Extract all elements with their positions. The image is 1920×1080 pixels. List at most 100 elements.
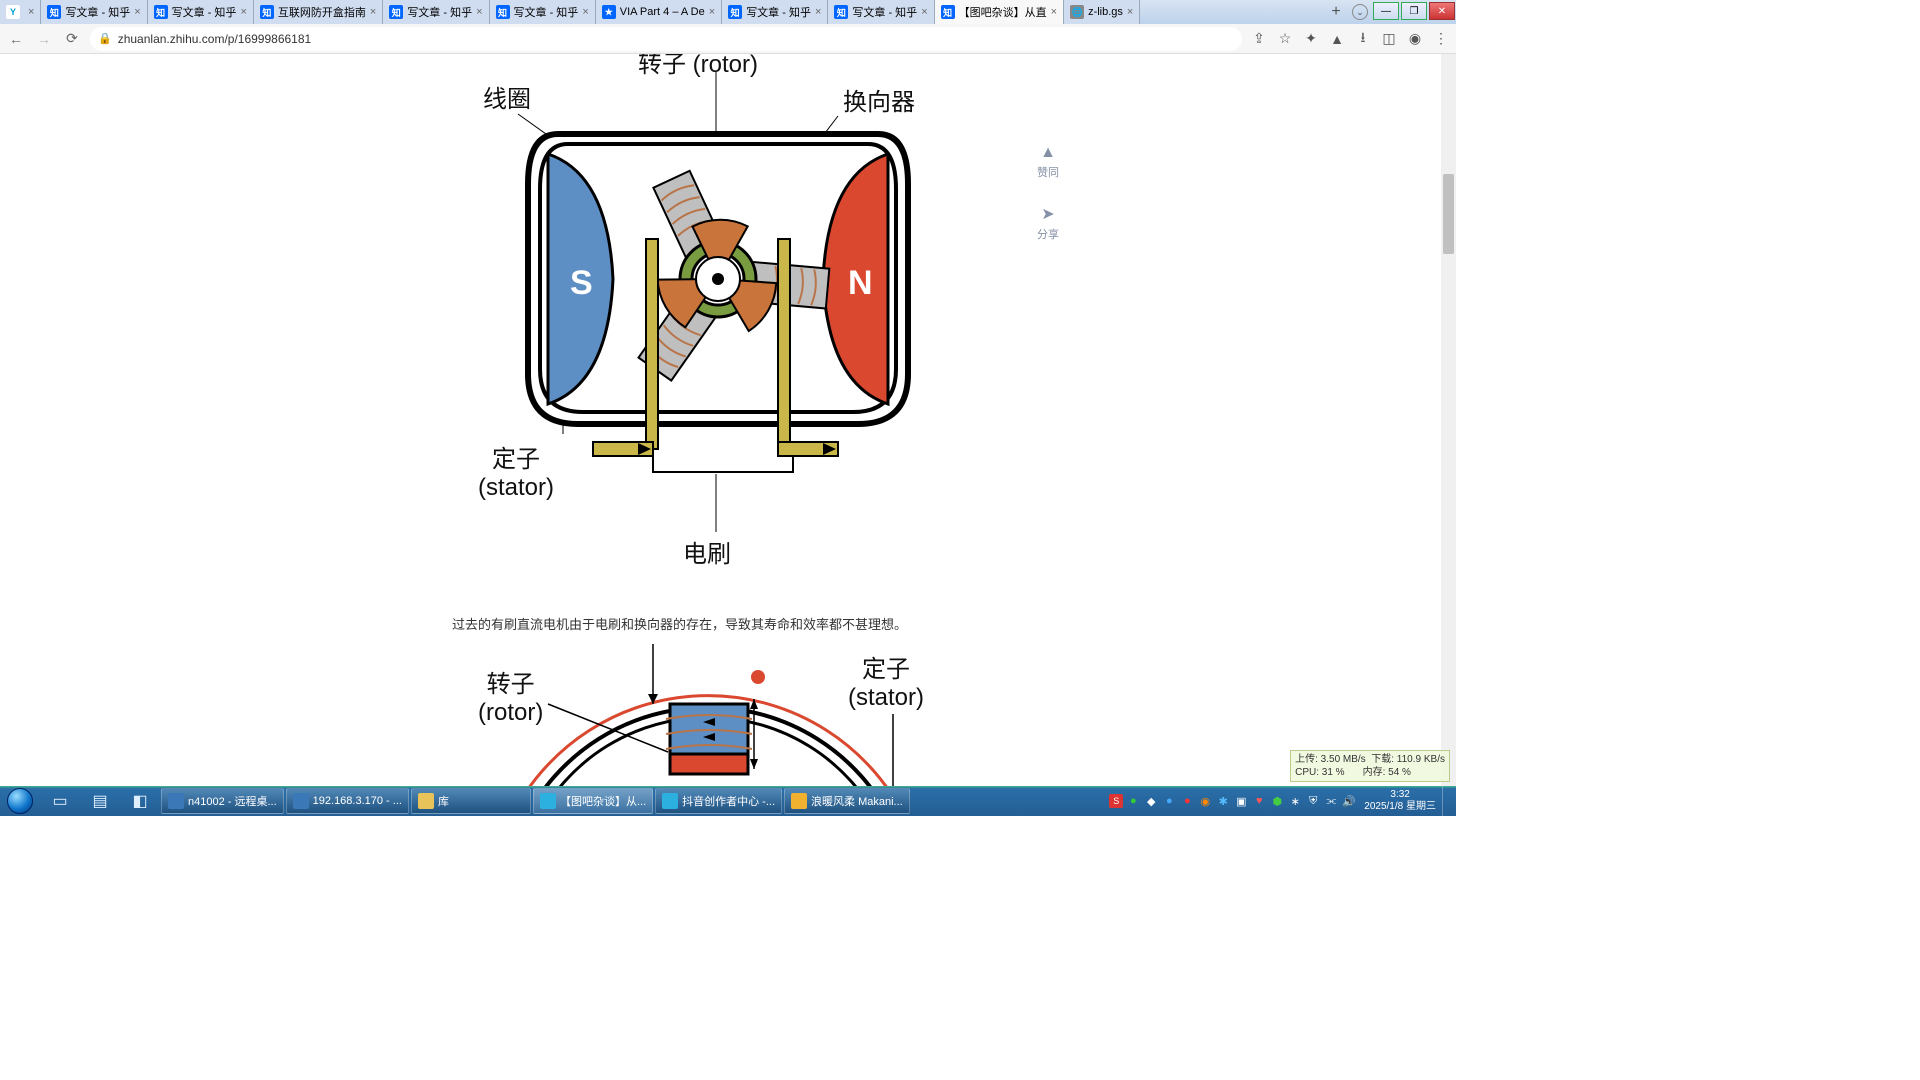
browser-tab[interactable]: Y× [0, 0, 41, 24]
tab-title: 【图吧杂谈】从直 [959, 4, 1047, 20]
tab-close-icon[interactable]: × [1051, 6, 1057, 18]
browser-tab[interactable]: ★ VIA Part 4 – A De × [596, 0, 722, 24]
tab-close-icon[interactable]: × [134, 6, 140, 18]
tab-close-icon[interactable]: × [370, 6, 376, 18]
minimize-button[interactable]: — [1373, 2, 1399, 20]
tab-close-icon[interactable]: × [28, 6, 34, 18]
label-brush: 电刷 [683, 534, 731, 569]
new-tab-button[interactable]: + [1324, 0, 1348, 24]
browser-tab[interactable]: 知【图吧杂谈】从直× [935, 0, 1064, 24]
task-icon [168, 793, 184, 809]
browser-tab[interactable]: 知写文章 - 知乎× [41, 0, 147, 24]
browser-tab[interactable]: 🌐z-lib.gs× [1064, 0, 1140, 24]
tray-app5-icon[interactable]: ✱ [1215, 793, 1231, 809]
tab-favicon: Y [6, 5, 20, 19]
taskbar-task[interactable]: 抖音创作者中心 -... [655, 788, 782, 814]
tray-app6-icon[interactable]: ▣ [1233, 793, 1249, 809]
tab-close-icon[interactable]: × [240, 6, 246, 18]
pinned-app-icon[interactable]: ◧ [120, 787, 160, 815]
n-pole-text: N [848, 264, 873, 302]
tab-favicon: 知 [728, 5, 742, 19]
tray-app8-icon[interactable]: ⬢ [1269, 793, 1285, 809]
tab-title: z-lib.gs [1088, 6, 1123, 18]
motor-diagram-2: 转子 (rotor) 定子 (stator) [448, 644, 1008, 786]
tab-favicon: 知 [389, 5, 403, 19]
page-content: ▲ 赞同 ➤ 分享 转子 (rotor) 线圈 换向器 定子 (stator) … [0, 54, 1456, 786]
extension-a-icon[interactable]: ▲ [1328, 30, 1346, 48]
sidepanel-icon[interactable]: ◫ [1380, 30, 1398, 48]
browser-tabs: Y×知写文章 - 知乎×知写文章 - 知乎×知互联网防开盒指南×知写文章 - 知… [0, 0, 1324, 24]
tray-app4-icon[interactable]: ◉ [1197, 793, 1213, 809]
scrollbar-thumb[interactable] [1443, 174, 1454, 254]
tray-app2-icon[interactable]: ● [1161, 793, 1177, 809]
forward-button[interactable]: → [34, 29, 54, 49]
pinned-explorer-icon[interactable]: ▭ [40, 787, 80, 815]
label-stator-2: 定子 (stator) [848, 649, 924, 712]
reload-button[interactable]: ⟳ [62, 29, 82, 49]
taskbar-task[interactable]: 【图吧杂谈】从... [533, 788, 653, 814]
tab-search-button[interactable]: ⌄ [1348, 0, 1372, 24]
tab-close-icon[interactable]: × [582, 6, 588, 18]
taskbar-task[interactable]: 浪暖风柔 Makani... [784, 788, 910, 814]
task-icon [791, 793, 807, 809]
tab-favicon: 知 [834, 5, 848, 19]
tab-title: 写文章 - 知乎 [65, 4, 130, 20]
tab-close-icon[interactable]: × [476, 6, 482, 18]
tab-close-icon[interactable]: × [921, 6, 927, 18]
tray-volume-icon[interactable]: 🔊 [1341, 793, 1357, 809]
browser-tab[interactable]: 知写文章 - 知乎× [383, 0, 489, 24]
taskbar-task[interactable]: 192.168.3.170 - ... [286, 788, 409, 814]
task-label: 【图吧杂谈】从... [560, 793, 646, 809]
motor-diagram-1: 转子 (rotor) 线圈 换向器 定子 (stator) 电刷 S [448, 54, 1008, 574]
tab-close-icon[interactable]: × [709, 6, 715, 18]
close-button[interactable]: ✕ [1429, 2, 1455, 20]
address-bar[interactable]: 🔒 zhuanlan.zhihu.com/p/16999866181 [90, 27, 1242, 51]
article-side-actions: ▲ 赞同 ➤ 分享 [1028, 144, 1068, 266]
tray-shield-icon[interactable]: ⛨ [1305, 793, 1321, 809]
tray-bluetooth-icon[interactable]: ∗ [1287, 793, 1303, 809]
tab-favicon: ★ [602, 5, 616, 19]
maximize-button[interactable]: ❐ [1401, 2, 1427, 20]
vertical-scrollbar[interactable] [1441, 54, 1456, 786]
browser-tab[interactable]: 知写文章 - 知乎× [490, 0, 596, 24]
label-commutator: 换向器 [843, 82, 915, 117]
tray-app7-icon[interactable]: ♥ [1251, 793, 1267, 809]
tab-title: 写文章 - 知乎 [172, 4, 237, 20]
start-button[interactable] [0, 786, 40, 816]
browser-tab[interactable]: 知互联网防开盒指南× [254, 0, 383, 24]
like-button[interactable]: ▲ 赞同 [1028, 144, 1068, 180]
tray-ime-icon[interactable]: S [1109, 794, 1123, 808]
taskbar-task[interactable]: 库 [411, 788, 531, 814]
menu-icon[interactable]: ⋮ [1432, 30, 1450, 48]
system-tray: S ● ◆ ● ● ◉ ✱ ▣ ♥ ⬢ ∗ ⛨ ⫘ 🔊 3:32 2025/1/… [1108, 786, 1456, 816]
extensions-icon[interactable]: ✦ [1302, 30, 1320, 48]
task-icon [662, 793, 678, 809]
tab-close-icon[interactable]: × [815, 6, 821, 18]
pinned-media-icon[interactable]: ▤ [80, 787, 120, 815]
browser-tab[interactable]: 知写文章 - 知乎× [722, 0, 828, 24]
downloads-icon[interactable]: ⭳ [1354, 30, 1372, 48]
profile-icon[interactable]: ◉ [1406, 30, 1424, 48]
share-icon[interactable]: ⇪ [1250, 30, 1268, 48]
tab-title: 互联网防开盒指南 [278, 4, 366, 20]
tray-app1-icon[interactable]: ◆ [1143, 793, 1159, 809]
tray-network-icon[interactable]: ⫘ [1323, 793, 1339, 809]
tab-close-icon[interactable]: × [1127, 6, 1133, 18]
task-label: 浪暖风柔 Makani... [811, 793, 903, 809]
tray-app3-icon[interactable]: ● [1179, 793, 1195, 809]
browser-tab[interactable]: 知写文章 - 知乎× [828, 0, 934, 24]
taskbar-task[interactable]: n41002 - 远程桌... [161, 788, 284, 814]
window-controls: — ❐ ✕ [1372, 0, 1456, 24]
tray-wechat-icon[interactable]: ● [1125, 793, 1141, 809]
browser-tab[interactable]: 知写文章 - 知乎× [148, 0, 254, 24]
bookmark-icon[interactable]: ☆ [1276, 30, 1294, 48]
share-button[interactable]: ➤ 分享 [1028, 204, 1068, 242]
taskbar-clock[interactable]: 3:32 2025/1/8 星期三 [1358, 789, 1442, 813]
back-button[interactable]: ← [6, 29, 26, 49]
tab-title: VIA Part 4 – A De [620, 6, 705, 18]
task-icon [418, 793, 434, 809]
show-desktop-button[interactable] [1442, 786, 1452, 816]
tab-favicon: 知 [496, 5, 510, 19]
label-stator: 定子 (stator) [478, 439, 554, 502]
lock-icon: 🔒 [98, 32, 112, 45]
